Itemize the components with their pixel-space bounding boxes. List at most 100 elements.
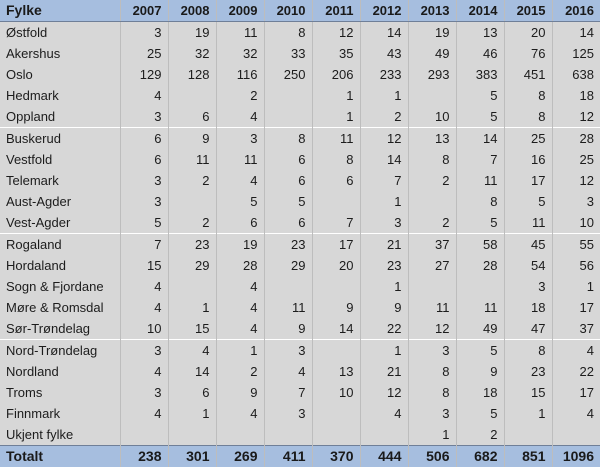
value-cell: 15 [504, 382, 553, 403]
value-cell: 3 [586, 194, 594, 209]
value-cell: 3 [264, 403, 313, 424]
value-cell [216, 424, 265, 446]
value-cell: 2 [168, 170, 217, 191]
value-cell: 13 [456, 21, 505, 43]
table-row: Finnmark 4 1 4 3 4 3 5 1 4 [0, 403, 600, 424]
value-cell: 76 [504, 43, 553, 64]
county-name: Sør-Trøndelag [0, 318, 121, 340]
county-name: Akershus [0, 43, 121, 64]
value-cell: 18 [579, 88, 594, 103]
value-cell: 1 [168, 297, 217, 318]
value-cell: 9 [312, 297, 361, 318]
county-name: Oslo [0, 64, 121, 85]
value-cell: 15 [120, 255, 169, 276]
value-cell: 56 [579, 258, 594, 273]
value-cell: 2 [456, 424, 505, 446]
value-cell: 8 [312, 149, 361, 170]
value-cell: 21 [360, 361, 409, 382]
value-cell: 4 [586, 406, 594, 421]
value-cell [264, 276, 313, 297]
value-cell: 7 [456, 149, 505, 170]
value-cell: 5 [120, 212, 169, 234]
column-header-year: 2014 [456, 0, 505, 22]
value-cell: 29 [168, 255, 217, 276]
value-cell: 206 [312, 64, 361, 85]
value-cell [312, 403, 361, 424]
table-row: Oppland 3 6 4 1 2 10 5 8 12 [0, 106, 600, 128]
value-cell: 19 [408, 21, 457, 43]
value-cell: 33 [264, 43, 313, 64]
value-cell: 2 [360, 106, 409, 128]
table-row: Sogn & Fjordane 4 4 1 3 1 [0, 276, 600, 297]
column-header-year: 2012 [360, 0, 409, 22]
value-cell: 5 [456, 106, 505, 128]
table-row: Telemark 3 2 4 6 6 7 2 11 17 12 [0, 170, 600, 191]
value-cell: 4 [216, 276, 265, 297]
table-row: Vestfold 6 11 11 6 8 14 8 7 16 25 [0, 149, 600, 170]
value-cell: 5 [264, 191, 313, 212]
value-cell: 4 [552, 339, 600, 361]
table-row: Hedmark 4 2 1 1 5 8 18 [0, 85, 600, 106]
value-cell: 28 [552, 127, 600, 149]
total-cell: 269 [216, 445, 265, 467]
value-cell: 129 [120, 64, 169, 85]
value-cell: 28 [456, 255, 505, 276]
value-cell [312, 276, 361, 297]
value-cell: 4 [120, 403, 169, 424]
value-cell: 12 [579, 173, 594, 188]
value-cell: 14 [579, 25, 594, 40]
value-cell: 47 [504, 318, 553, 340]
value-cell: 10 [120, 318, 169, 340]
table-body: Østfold 3 19 11 8 12 14 19 13 20 14 Akershus 25 32 32 3… [0, 21, 600, 446]
value-cell [168, 424, 217, 446]
column-header-year: 2013 [408, 0, 457, 22]
value-cell: 128 [168, 64, 217, 85]
table-row: Aust-Agder 3 5 5 1 8 5 3 [0, 191, 600, 212]
value-cell: 1 [168, 403, 217, 424]
value-cell: 20 [312, 255, 361, 276]
value-cell: 3 [120, 382, 169, 403]
value-cell: 2 [408, 170, 457, 191]
value-cell: 2 [216, 361, 265, 382]
value-cell [168, 276, 217, 297]
value-cell: 11 [408, 297, 457, 318]
value-cell: 43 [360, 43, 409, 64]
value-cell: 35 [312, 43, 361, 64]
total-cell: 370 [312, 445, 361, 467]
value-cell: 125 [572, 46, 594, 61]
value-cell: 1 [586, 279, 594, 294]
value-cell: 10 [408, 106, 457, 128]
value-cell: 19 [168, 21, 217, 43]
value-cell: 6 [312, 170, 361, 191]
value-cell: 11 [456, 170, 505, 191]
total-cell: 682 [456, 445, 505, 467]
value-cell: 11 [264, 297, 313, 318]
value-cell [408, 191, 457, 212]
county-name: Vest-Agder [0, 212, 121, 234]
value-cell: 6 [264, 212, 313, 234]
table-row: Nord-Trøndelag 3 4 1 3 1 3 5 8 4 [0, 339, 600, 361]
value-cell: 1 [360, 85, 409, 106]
value-cell: 4 [120, 297, 169, 318]
value-cell: 1 [360, 276, 409, 297]
value-cell: 3 [504, 276, 553, 297]
value-cell: 293 [408, 64, 457, 85]
value-cell: 9 [456, 361, 505, 382]
value-cell: 37 [408, 233, 457, 255]
table-row: Nordland 4 14 2 4 13 21 8 9 23 22 [0, 361, 600, 382]
value-cell: 8 [408, 361, 457, 382]
column-header-fylke: Fylke [0, 0, 121, 22]
value-cell [264, 85, 313, 106]
value-cell [312, 191, 361, 212]
county-name: Telemark [0, 170, 121, 191]
value-cell: 11 [168, 149, 217, 170]
value-cell: 8 [456, 191, 505, 212]
value-cell: 4 [120, 85, 169, 106]
value-cell: 14 [312, 318, 361, 340]
value-cell: 9 [264, 318, 313, 340]
value-cell: 4 [120, 361, 169, 382]
value-cell: 22 [360, 318, 409, 340]
column-header-year: 2007 [120, 0, 169, 22]
value-cell: 11 [456, 297, 505, 318]
value-cell [264, 106, 313, 128]
